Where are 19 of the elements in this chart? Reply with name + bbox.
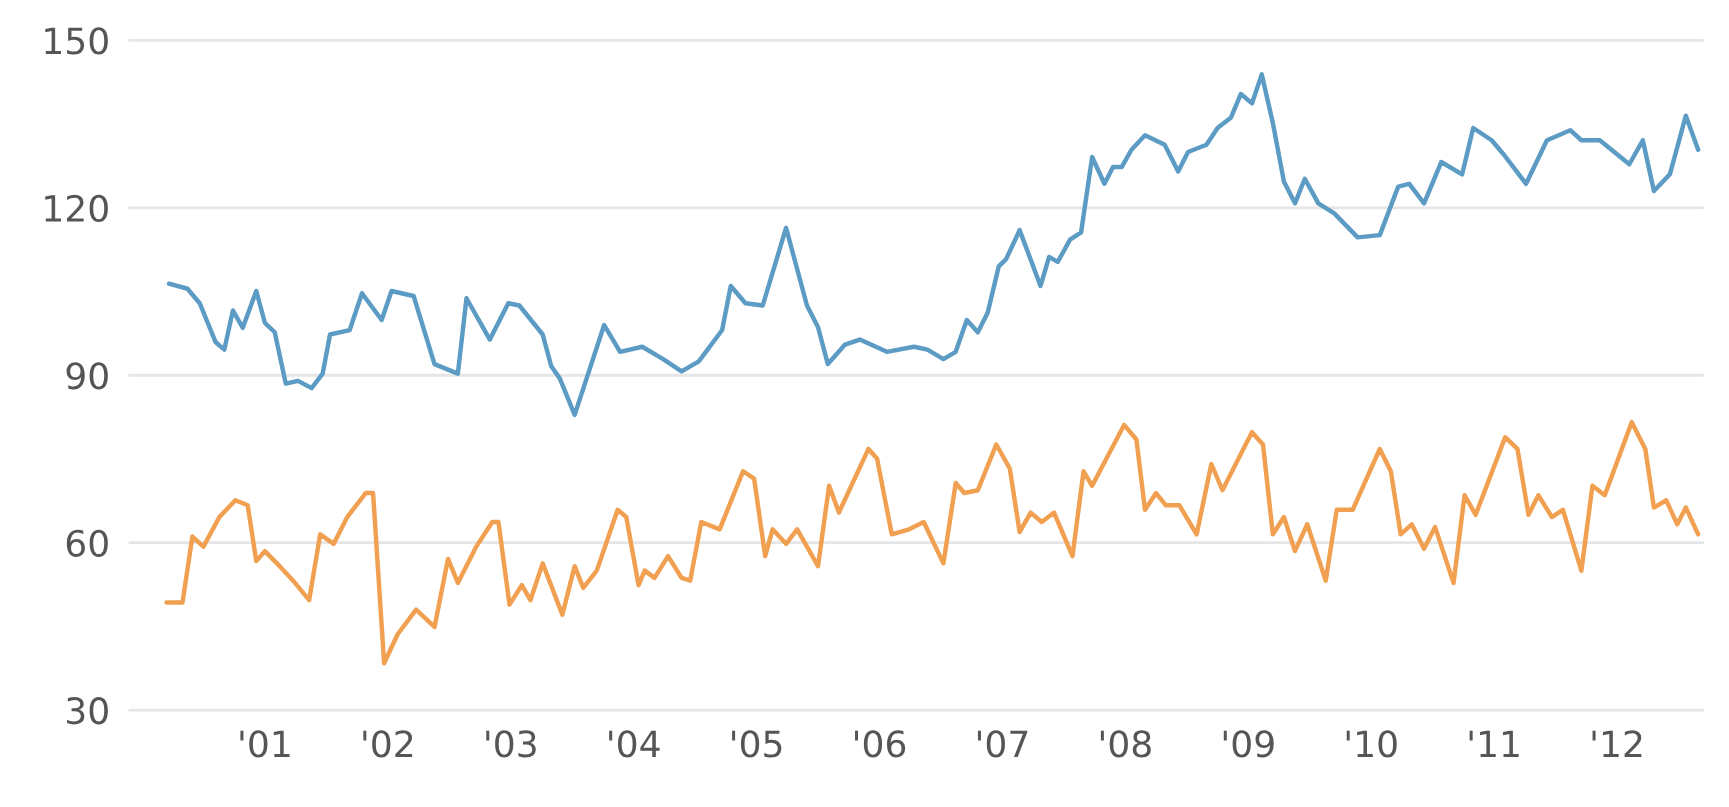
x-tick-label: '02 xyxy=(363,730,413,758)
x-tick-label: '10 xyxy=(1346,730,1397,758)
line-series xyxy=(166,72,1701,418)
y-tick-label: 150 xyxy=(45,27,108,55)
x-tick-label: '07 xyxy=(977,730,1028,758)
x-tick-label: '09 xyxy=(1223,730,1274,758)
y-tick-label: 30 xyxy=(67,697,108,725)
x-tick-label: '08 xyxy=(1100,730,1151,758)
y-tick-label: 120 xyxy=(45,194,108,223)
x-tick-label: '03 xyxy=(486,730,536,758)
x-tick-label: '04 xyxy=(609,730,660,758)
line-series xyxy=(164,419,1701,666)
x-tick-label: '05 xyxy=(732,730,782,758)
y-tick-label: 90 xyxy=(66,362,108,390)
x-tick-label: '11 xyxy=(1469,730,1519,758)
x-tick-label: '01 xyxy=(240,730,290,758)
x-tick-label: '12 xyxy=(1592,730,1642,758)
x-tick-label: '06 xyxy=(855,730,906,758)
y-tick-label: 60 xyxy=(66,529,108,557)
